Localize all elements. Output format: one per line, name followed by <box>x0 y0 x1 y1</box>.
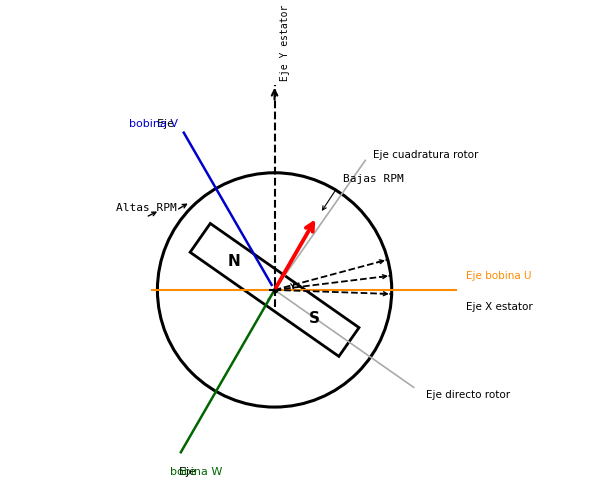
Text: Eje: Eje <box>179 467 200 477</box>
Text: Eje X estator: Eje X estator <box>465 302 532 312</box>
Text: Eje bobina U: Eje bobina U <box>465 271 531 280</box>
Polygon shape <box>190 224 359 356</box>
Text: Altas RPM: Altas RPM <box>116 203 177 213</box>
Text: Eje directo rotor: Eje directo rotor <box>426 390 510 400</box>
Text: Eje cuadratura rotor: Eje cuadratura rotor <box>373 150 479 160</box>
Text: bobina W: bobina W <box>156 467 223 477</box>
Text: S: S <box>309 311 321 326</box>
Text: Eje Y estator: Eje Y estator <box>281 5 290 81</box>
Text: N: N <box>228 254 241 269</box>
Text: Bajas RPM: Bajas RPM <box>343 174 403 184</box>
Text: Eje: Eje <box>157 119 178 129</box>
Text: bobina V: bobina V <box>115 119 178 129</box>
